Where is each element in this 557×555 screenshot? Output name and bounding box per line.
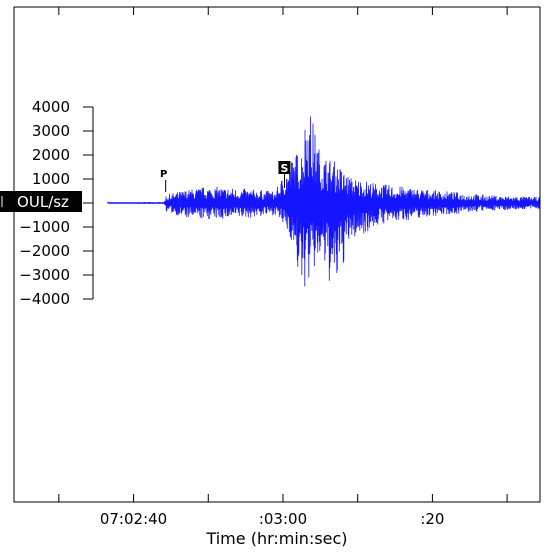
phase-pick-label-box	[278, 161, 291, 174]
x-tick-label: :03:00	[259, 510, 307, 528]
phase-pick-p: P	[160, 169, 167, 192]
y-tick-label: −4000	[19, 290, 70, 308]
y-tick-label: −1000	[19, 218, 70, 236]
y-tick-label: 2000	[32, 146, 70, 164]
waveform-line	[107, 116, 540, 287]
channel-label-group: OUL/sz	[0, 191, 82, 212]
x-axis-title: Time (hr:min:sec)	[205, 529, 347, 548]
phase-pick-s: S	[278, 161, 291, 188]
y-tick-label: 3000	[32, 122, 70, 140]
y-tick-label: −3000	[19, 266, 70, 284]
x-tick-label: :20	[420, 510, 444, 528]
y-tick-label: 4000	[32, 98, 70, 116]
y-tick-label: −2000	[19, 242, 70, 260]
x-axis: 07:02:40 :03:00 :20	[58, 7, 508, 528]
channel-label-background	[0, 191, 82, 212]
channel-label: OUL/sz	[17, 193, 69, 211]
plot-frame	[13, 6, 541, 503]
waveform-trace	[107, 116, 540, 287]
y-axis: 4000 3000 2000 1000 −1000 −2000 −3000 −4000	[19, 98, 94, 308]
x-tick-label: 07:02:40	[100, 510, 167, 528]
y-tick-label: 1000	[32, 170, 70, 188]
phase-pick-label: P	[160, 169, 167, 180]
phase-pick-label: S	[281, 162, 289, 175]
